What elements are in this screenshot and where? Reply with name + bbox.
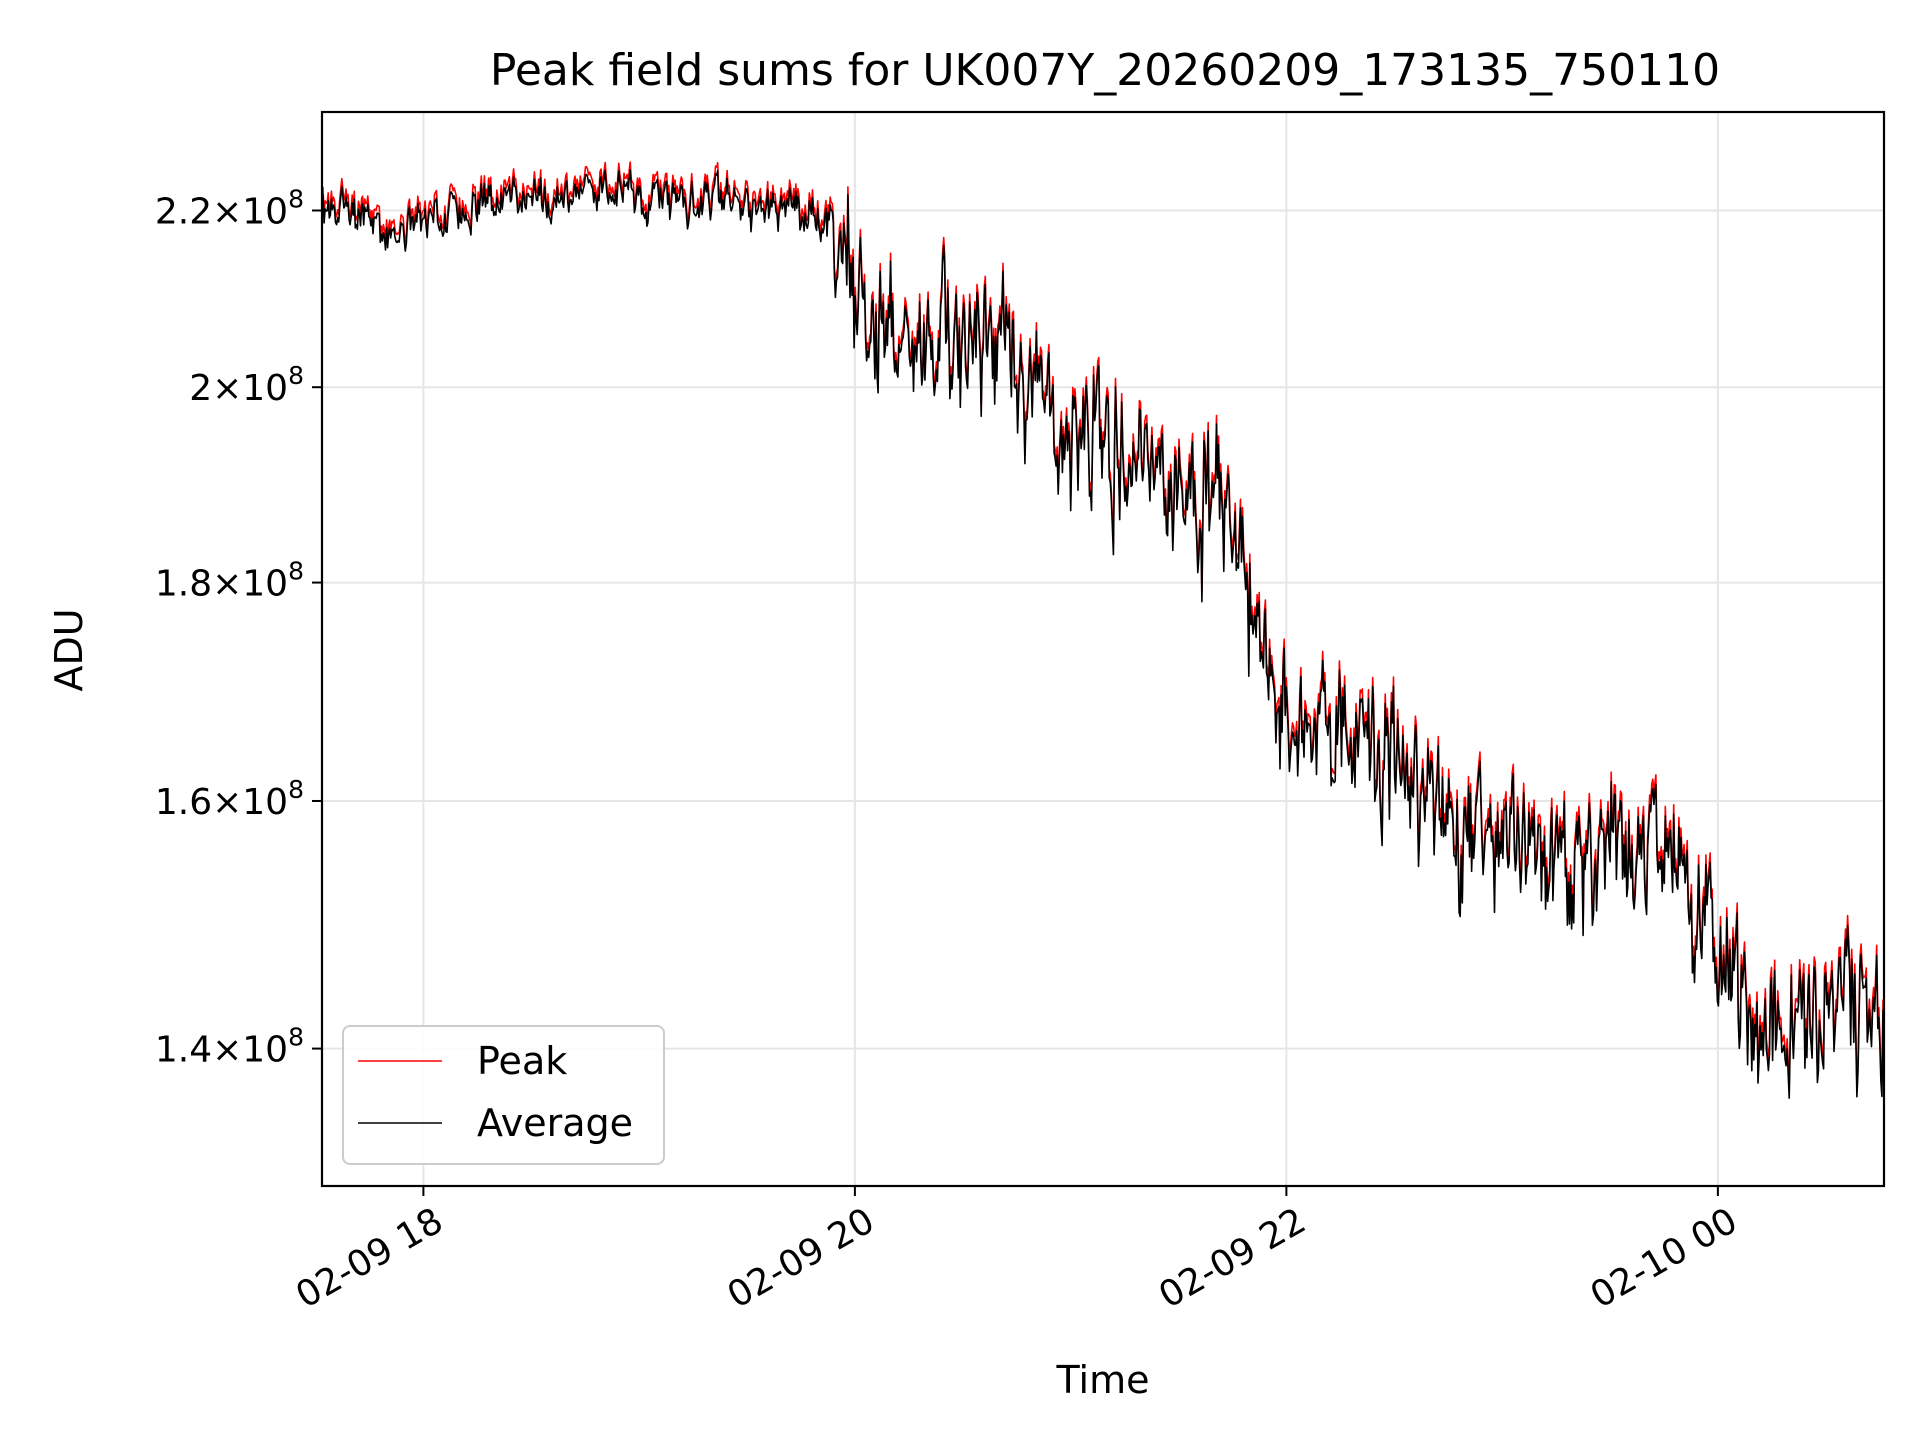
y-tick-exponent: 8 [288,361,304,390]
y-tick-label: 1.6×108 [155,775,304,823]
y-tick-exponent: 8 [288,1023,304,1052]
y-tick-mantissa: 1.4 [155,1030,212,1071]
legend-label-peak: Peak [477,1039,567,1083]
y-tick-mantissa: 1.8 [155,564,212,605]
y-tick-label: 1.8×108 [155,557,304,605]
y-tick-mantissa: 2 [189,368,212,409]
legend-label-average: Average [477,1101,633,1145]
y-tick-base: ×10 [212,1030,288,1071]
y-tick-label: 1.4×108 [155,1023,304,1071]
y-tick-base: ×10 [212,368,288,409]
y-tick-exponent: 8 [288,184,304,213]
y-tick-mantissa: 2.2 [155,191,212,232]
grid [322,112,1884,1186]
series-line-peak [321,161,1885,1089]
y-axis-label: ADU [47,608,91,691]
series-line-average [321,169,1885,1099]
legend: Peak Average [342,1025,665,1165]
x-axis-label: Time [1056,1358,1150,1402]
y-tick-label: 2×108 [189,361,304,409]
y-tick-exponent: 8 [288,775,304,804]
plot-frame [320,110,1886,1188]
chart-title: Peak field sums for UK007Y_20260209_1731… [490,45,1720,96]
series-lines [321,161,1885,1099]
y-tick-base: ×10 [212,191,288,232]
y-tick-mantissa: 1.6 [155,782,212,823]
y-tick-base: ×10 [212,782,288,823]
y-tick-base: ×10 [212,564,288,605]
y-tick-exponent: 8 [288,557,304,586]
y-tick-label: 2.2×108 [155,184,304,232]
